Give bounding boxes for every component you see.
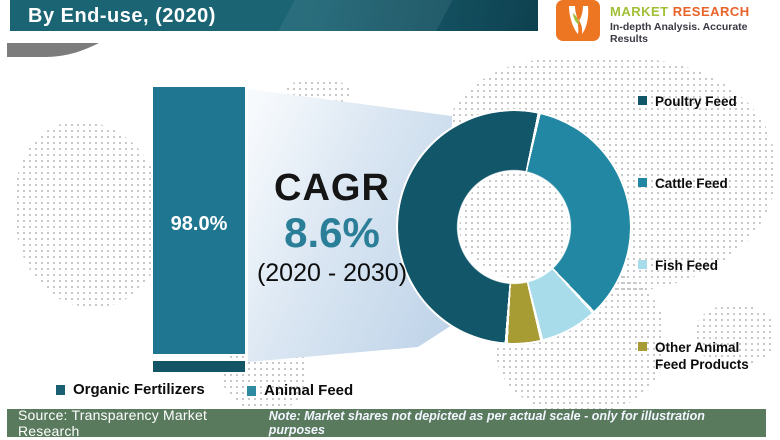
legend-label-animal-feed: Animal Feed (264, 382, 354, 399)
cagr-period: (2020 - 2030) (256, 259, 408, 287)
bar-animal-feed (153, 361, 245, 372)
legend-item-poultry-feed: Poultry Feed (638, 93, 773, 110)
gray-swoosh-ribbon (7, 43, 99, 57)
legend-label-organic: Organic Fertilizers (73, 381, 205, 398)
legend-swatch-fish (638, 260, 647, 269)
cagr-label: CAGR (274, 167, 390, 209)
legend-item-cattle-feed: Cattle Feed (638, 175, 773, 192)
bar-organic-fertilizers: 98.0% (153, 87, 245, 354)
source-text: Source: Transparency Market Research (18, 407, 208, 439)
legend-label-fish: Fish Feed (655, 258, 719, 273)
legend-label-poultry: Poultry Feed (655, 94, 737, 109)
note-text: Note: Market shares not depicted as per … (268, 409, 705, 437)
title-banner: By End-use, (2020) (10, 0, 538, 31)
legend-label-other: Other Animal Feed Products (655, 340, 749, 372)
cagr-block: CAGR 8.6% (2020 - 2030) (243, 168, 421, 288)
brand-wordmark: MARKET RESEARCH (610, 4, 750, 19)
tmr-logo (556, 0, 600, 41)
legend-item-other-animal-feed: Other Animal Feed Products (638, 339, 773, 373)
page-title: By End-use, (2020) (28, 5, 216, 27)
cagr-value: 8.6% (284, 209, 380, 256)
legend-item-fish-feed: Fish Feed (638, 257, 773, 274)
legend-swatch-poultry (638, 96, 647, 105)
donut-chart (398, 111, 630, 343)
map-dots-australia (695, 305, 775, 365)
source-bar: Source: Transparency Market Research Not… (7, 407, 766, 439)
legend-label-cattle: Cattle Feed (655, 176, 728, 191)
brand-tagline: In-depth Analysis. Accurate Results (610, 21, 748, 45)
legend-swatch-organic (56, 385, 65, 395)
map-dots-north-america (15, 122, 165, 307)
legend-item-organic-fertilizers: Organic Fertilizers (56, 381, 205, 398)
brand-word-market: MARKET (610, 4, 669, 19)
legend-item-animal-feed: Animal Feed (247, 382, 353, 399)
brand-word-research: RESEARCH (672, 4, 750, 19)
banner-sheen (272, 0, 456, 31)
legend-swatch-other (638, 342, 647, 351)
legend-swatch-cattle (638, 178, 647, 187)
legend-swatch-animal-feed (247, 386, 256, 396)
bar-data-label: 98.0% (170, 213, 228, 235)
leaf-v-icon (569, 5, 589, 34)
